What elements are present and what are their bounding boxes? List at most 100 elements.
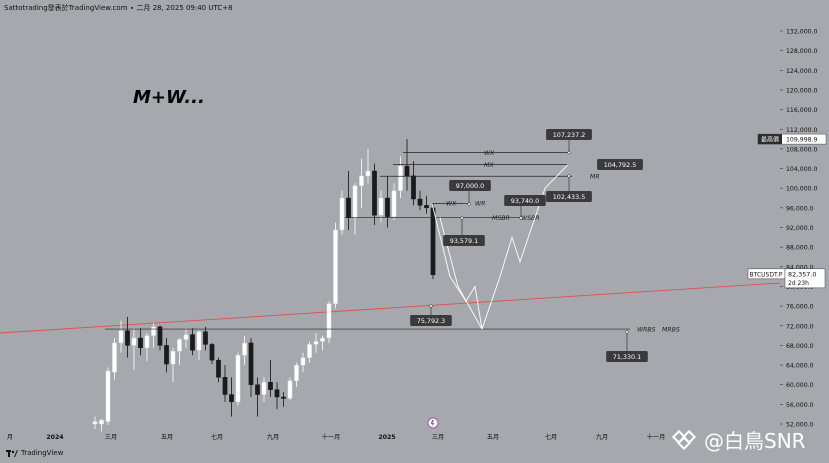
candle[interactable]	[398, 156, 403, 199]
price-callout[interactable]: 93,740.0	[504, 195, 546, 220]
price-callout[interactable]: 71,330.1	[606, 330, 648, 362]
x-tick-label: 七月	[211, 433, 223, 441]
x-tick-label: 五月	[161, 434, 173, 441]
price-callout-text: 107,237.2	[553, 131, 586, 139]
symbol-label: BTCUSDT.P	[750, 271, 783, 278]
candle[interactable]	[125, 316, 130, 358]
candle[interactable]	[99, 419, 104, 432]
candle[interactable]	[359, 158, 364, 208]
price-callout[interactable]: 107,237.2	[546, 129, 592, 155]
last-price-tag: BTCUSDT.P 82,357.0 2d 23h	[747, 268, 826, 289]
x-tick-label: 十一月	[322, 433, 341, 441]
y-tick-label: 52,000.0	[786, 422, 814, 429]
high-price-value: 109,998.9	[786, 137, 818, 144]
candle[interactable]	[248, 338, 254, 397]
price-callout[interactable]: 102,433.5	[546, 174, 592, 202]
candle[interactable]	[255, 377, 260, 417]
publication-header: Sattotrading發表於TradingView.com ∙ 二月 28, …	[4, 4, 233, 12]
level-label-wx: WX	[484, 150, 495, 157]
candle[interactable]	[313, 333, 319, 353]
candle[interactable]	[287, 377, 293, 401]
candle[interactable]	[242, 335, 247, 366]
y-tick-label: 88,000.0	[786, 245, 814, 252]
candle[interactable]	[118, 320, 124, 353]
level-label-mr: MR	[590, 174, 600, 181]
projection-m-path[interactable]	[439, 217, 483, 330]
level-label-wsbr: WSBR	[521, 215, 540, 222]
candle[interactable]	[268, 360, 273, 397]
footer-bar	[0, 445, 829, 463]
candle[interactable]	[307, 341, 312, 363]
y-tick-label: 108,000.0	[786, 146, 818, 153]
x-tick-label: 九月	[596, 433, 608, 441]
event-flag-icon[interactable]	[427, 417, 439, 429]
candle[interactable]	[196, 330, 202, 361]
annotation-title: M+W...	[133, 87, 205, 108]
candle[interactable]	[144, 333, 150, 362]
candle[interactable]	[346, 171, 351, 230]
candle[interactable]	[203, 326, 208, 351]
candle[interactable]	[417, 190, 423, 211]
candle[interactable]	[209, 342, 215, 365]
candle[interactable]	[424, 195, 429, 214]
price-callout[interactable]: 75,792.3	[410, 304, 452, 326]
candle[interactable]	[216, 357, 221, 383]
price-callout-text: 93,740.0	[511, 197, 539, 205]
candle[interactable]	[151, 323, 156, 348]
candle[interactable]	[339, 190, 345, 235]
projection-w-path[interactable]	[431, 164, 569, 330]
candle[interactable]	[170, 347, 176, 383]
candle[interactable]	[229, 377, 234, 417]
candle[interactable]	[112, 338, 117, 380]
support-trendline[interactable]	[0, 282, 781, 334]
candle[interactable]	[411, 161, 416, 206]
y-tick-label: 60,000.0	[786, 382, 814, 389]
candle[interactable]	[352, 183, 358, 235]
level-label-mrbs: MRBS	[662, 326, 680, 333]
y-tick-label: 76,000.0	[786, 304, 814, 311]
candle[interactable]	[138, 328, 143, 356]
candle[interactable]	[183, 328, 189, 348]
level-label-mx: MX	[484, 162, 494, 169]
candle[interactable]	[274, 382, 280, 410]
y-tick-label: 112,000.0	[786, 127, 818, 134]
candle[interactable]	[391, 183, 397, 221]
candle[interactable]	[378, 190, 384, 223]
x-tick-label: 十一月	[647, 433, 666, 441]
candle[interactable]	[261, 377, 267, 402]
candle[interactable]	[105, 367, 111, 425]
candle[interactable]	[222, 365, 228, 402]
candle[interactable]	[281, 392, 286, 407]
candle[interactable]	[131, 328, 137, 370]
price-callout-text: 75,792.3	[417, 317, 445, 325]
candle[interactable]	[177, 338, 182, 366]
candle[interactable]	[300, 352, 306, 373]
candle[interactable]	[190, 328, 195, 356]
price-callout-text: 97,000.0	[456, 182, 484, 190]
price-callout[interactable]: 93,579.1	[443, 216, 485, 246]
price-callout-text: 104,792.5	[604, 161, 637, 169]
candle[interactable]	[164, 338, 169, 373]
tradingview-brand[interactable]: TradingView	[21, 449, 64, 457]
tradingview-logo-icon[interactable]	[6, 449, 18, 458]
candle[interactable]	[92, 416, 98, 429]
y-tick-label: 124,000.0	[786, 68, 818, 75]
candle[interactable]	[294, 362, 299, 388]
x-tick-label: 五月	[487, 434, 499, 441]
candle[interactable]	[333, 222, 338, 309]
candle[interactable]	[157, 325, 163, 351]
price-callout[interactable]: 104,792.5	[597, 159, 643, 170]
candle[interactable]	[320, 335, 325, 351]
price-callout-text: 71,330.1	[613, 353, 641, 361]
candle[interactable]	[326, 301, 332, 343]
y-tick-label: 72,000.0	[786, 323, 814, 330]
x-tick-label: 2024	[46, 434, 64, 441]
candle[interactable]	[365, 148, 371, 184]
candle[interactable]	[385, 175, 390, 228]
level-label-wr: WR	[475, 201, 485, 208]
candle[interactable]	[235, 352, 241, 406]
candle[interactable]	[372, 163, 377, 226]
price-callout[interactable]: 97,000.0	[449, 180, 491, 206]
